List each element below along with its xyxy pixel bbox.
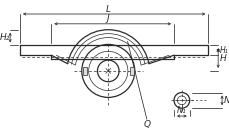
Bar [129, 67, 133, 75]
Text: H₂: H₂ [0, 33, 10, 42]
Text: J: J [106, 14, 109, 23]
Text: Q: Q [143, 120, 150, 129]
Text: H₁: H₁ [219, 46, 227, 55]
Text: N: N [223, 96, 229, 105]
Text: L: L [105, 5, 110, 14]
Text: H: H [219, 54, 226, 63]
Text: N₁: N₁ [176, 106, 186, 115]
Bar [82, 67, 86, 75]
